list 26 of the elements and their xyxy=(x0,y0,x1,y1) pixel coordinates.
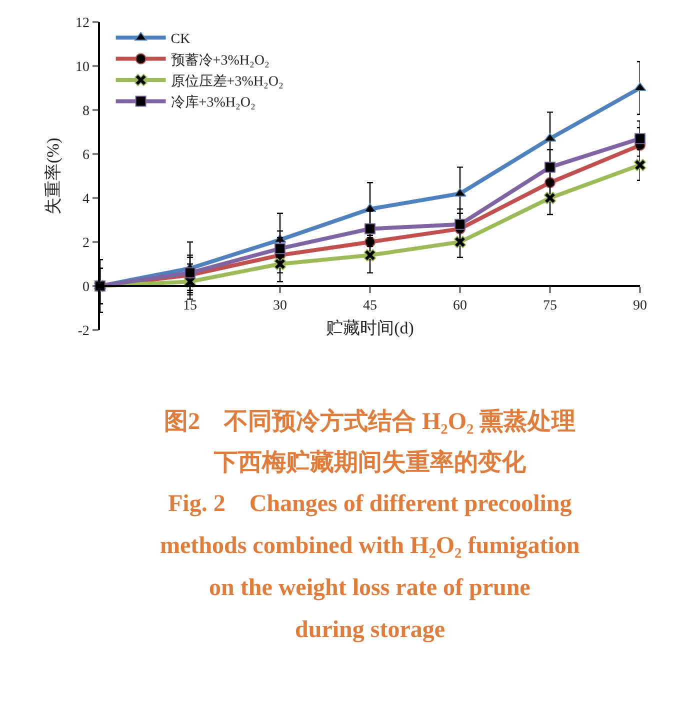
y-tick-label: 6 xyxy=(82,148,90,163)
x-tick-label: 75 xyxy=(543,298,557,314)
x-axis-title: 贮藏时间(d) xyxy=(326,318,414,338)
x-tick-label: 45 xyxy=(363,298,377,314)
x-tick-label: 90 xyxy=(633,298,647,314)
x-tick-label: 30 xyxy=(273,298,287,314)
text: during storage xyxy=(295,617,446,643)
legend-label: CK xyxy=(170,32,190,48)
caption: 图2 不同预冷方式结合 H₂O₂ 熏蒸处理 xyxy=(164,407,576,435)
caption: Fig. 2 Changes of different precooling xyxy=(168,491,572,517)
x-tick-label: 60 xyxy=(453,298,467,314)
y-tick-label: 4 xyxy=(82,192,90,207)
y-tick-label: 10 xyxy=(75,60,90,75)
y-axis-title: 失重率(%) xyxy=(44,138,62,214)
y-tick-label: 12 xyxy=(75,16,90,31)
y-tick-label: 0 xyxy=(82,280,90,295)
y-tick-label: 2 xyxy=(82,236,90,251)
text: on the weight loss rate of prune xyxy=(209,575,531,601)
y-tick-label: 8 xyxy=(82,104,90,119)
y-tick-label: -2 xyxy=(78,324,90,339)
legend-label: 原位压差+3%H₂O₂ xyxy=(170,73,284,90)
x-tick-label: 15 xyxy=(183,298,197,314)
legend-label: 冷库+3%H₂O₂ xyxy=(170,94,256,111)
legend-label: 预蓄冷+3%H₂O₂ xyxy=(170,52,270,68)
text: methods combined with H₂O₂ fumigation xyxy=(160,533,580,559)
text: 下西梅贮藏期间失重率的变化 xyxy=(213,449,527,476)
